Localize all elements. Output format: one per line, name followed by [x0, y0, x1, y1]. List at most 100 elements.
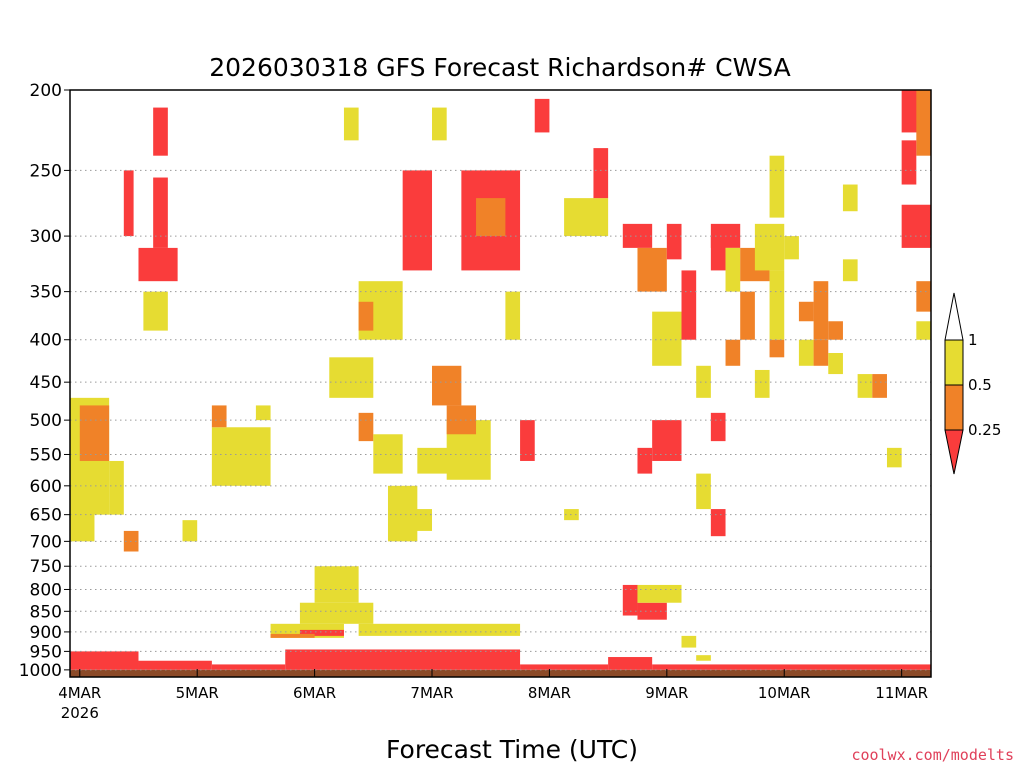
y-tick-label-200: 200 [30, 81, 62, 101]
region-0_5_1-66 [784, 236, 799, 260]
region-0_5_1-75 [842, 184, 858, 212]
region-0_5_1-37 [505, 291, 521, 340]
x-axis-ticks: 4MAR 2026 5MAR 6MAR 7MAR 8MAR 9MAR 10MAR 11MAR [58, 669, 928, 722]
region-lt_0_25-43 [593, 148, 609, 199]
y-tick-label-300: 300 [30, 227, 62, 247]
region-0_5_1-93 [681, 635, 697, 648]
region-lt_0_25-3 [211, 664, 286, 670]
y-tick-label-750: 750 [30, 557, 62, 577]
x-tick-label-7: 11MAR [875, 684, 928, 702]
region-0_25_0_5-67 [798, 301, 814, 322]
region-lt_0_25-50 [681, 270, 697, 340]
region-0_5_1-18 [143, 291, 168, 331]
legend-arrow-bottom [944, 429, 964, 475]
region-lt_0_25-47 [652, 420, 682, 461]
x-axis-label: Forecast Time (UTC) [386, 735, 638, 764]
region-0_5_1-83 [886, 447, 902, 468]
legend-band-yellow [944, 339, 964, 386]
x-tick-label-2: 6MAR [293, 684, 336, 702]
legend-arrow-top [944, 292, 964, 341]
region-lt_0_25-17 [138, 247, 178, 282]
richardson-regions [70, 90, 931, 677]
region-lt_0_25-20 [153, 177, 168, 248]
chart-title: 2026030318 GFS Forecast Richardson# CWSA [209, 53, 790, 82]
region-0_5_1-42 [564, 198, 609, 237]
y-tick-label-500: 500 [30, 411, 62, 431]
y-tick-label-250: 250 [30, 161, 62, 181]
region-lt_0_25-79 [901, 140, 917, 185]
region-lt_0_25-49 [666, 223, 682, 260]
region-0_5_1-9 [299, 602, 374, 624]
y-tick-label-650: 650 [30, 506, 62, 526]
region-0_5_1-65 [769, 155, 785, 218]
region-lt_0_25-7 [652, 664, 931, 670]
region-0_25_0_5-27 [358, 412, 374, 442]
region-lt_0_25-84 [153, 107, 168, 156]
region-lt_0_25-80 [901, 204, 931, 248]
y-tick-label-850: 850 [30, 602, 62, 622]
region-0_5_1-85 [182, 520, 198, 542]
x-tick-label-5: 9MAR [645, 684, 688, 702]
legend-label-0: 1 [968, 331, 978, 349]
region-0_5_1-40 [432, 107, 447, 141]
color-legend: 1 0.5 0.25 [944, 292, 1001, 475]
plot-area [69, 89, 932, 678]
region-0_5_1-64 [754, 369, 770, 398]
region-0_5_1-46 [652, 311, 682, 366]
region-0_5_1-61 [754, 223, 785, 271]
y-tick-label-550: 550 [30, 445, 62, 465]
region-0_25_0_5-69 [813, 281, 829, 340]
region-0_5_1-10 [314, 566, 359, 603]
region-0_5_1-76 [842, 259, 858, 282]
region-0_25_0_5-32 [432, 365, 462, 406]
region-0_25_0_5-58 [725, 339, 741, 366]
x-tick-sublabel-0: 2026 [61, 704, 99, 722]
region-0_5_1-72 [828, 352, 843, 375]
region-0_5_1-92 [637, 584, 682, 603]
region-lt_0_25-19 [123, 170, 134, 237]
y-tick-label-700: 700 [30, 532, 62, 552]
region-0_5_1-24 [329, 357, 374, 398]
region-0_5_1-55 [725, 247, 741, 292]
region-0_25_0_5-63 [769, 339, 785, 358]
region-lt_0_25-6 [608, 657, 653, 670]
region-ground-0 [70, 669, 931, 677]
region-lt_0_25-38 [520, 420, 535, 461]
region-0_5_1-52 [696, 473, 711, 510]
legend-label-2: 0.25 [968, 421, 1001, 439]
region-lt_0_25-5 [520, 664, 609, 670]
region-0_5_1-73 [857, 374, 873, 398]
region-0_25_0_5-78 [916, 90, 931, 156]
legend-band-orange [944, 384, 964, 431]
region-0_5_1-68 [798, 339, 814, 366]
region-0_5_1-94 [696, 655, 711, 661]
region-0_25_0_5-26 [358, 301, 374, 331]
x-tick-label-0: 4MAR [58, 684, 101, 702]
region-lt_0_25-44 [622, 223, 653, 248]
x-tick-label-4: 8MAR [528, 684, 571, 702]
region-lt_0_25-90 [622, 584, 638, 616]
region-0_25_0_5-81 [916, 281, 931, 312]
region-0_5_1-21 [211, 427, 271, 486]
y-tick-label-350: 350 [30, 283, 62, 303]
region-0_5_1-82 [916, 321, 931, 340]
region-0_5_1-51 [696, 365, 711, 398]
region-0_5_1-88 [402, 509, 433, 531]
y-tick-label-950: 950 [30, 642, 62, 662]
region-0_5_1-62 [769, 270, 785, 340]
region-0_25_0_5-70 [813, 339, 829, 366]
region-lt_0_25-91 [637, 602, 667, 620]
y-tick-label-1000: 1000 [19, 661, 62, 681]
credit-text: coolwx.com/modelts [851, 746, 1014, 764]
region-lt_0_25-1 [70, 651, 139, 670]
legend-label-1: 0.5 [968, 376, 992, 394]
region-0_25_0_5-74 [872, 374, 887, 398]
y-tick-label-800: 800 [30, 580, 62, 600]
region-lt_0_25-2 [138, 660, 212, 670]
pressure-gridlines [70, 169, 931, 671]
region-lt_0_25-29 [402, 170, 433, 271]
region-0_25_0_5-15 [79, 405, 110, 461]
x-tick-label-6: 10MAR [758, 684, 811, 702]
region-0_5_1-39 [343, 107, 359, 141]
